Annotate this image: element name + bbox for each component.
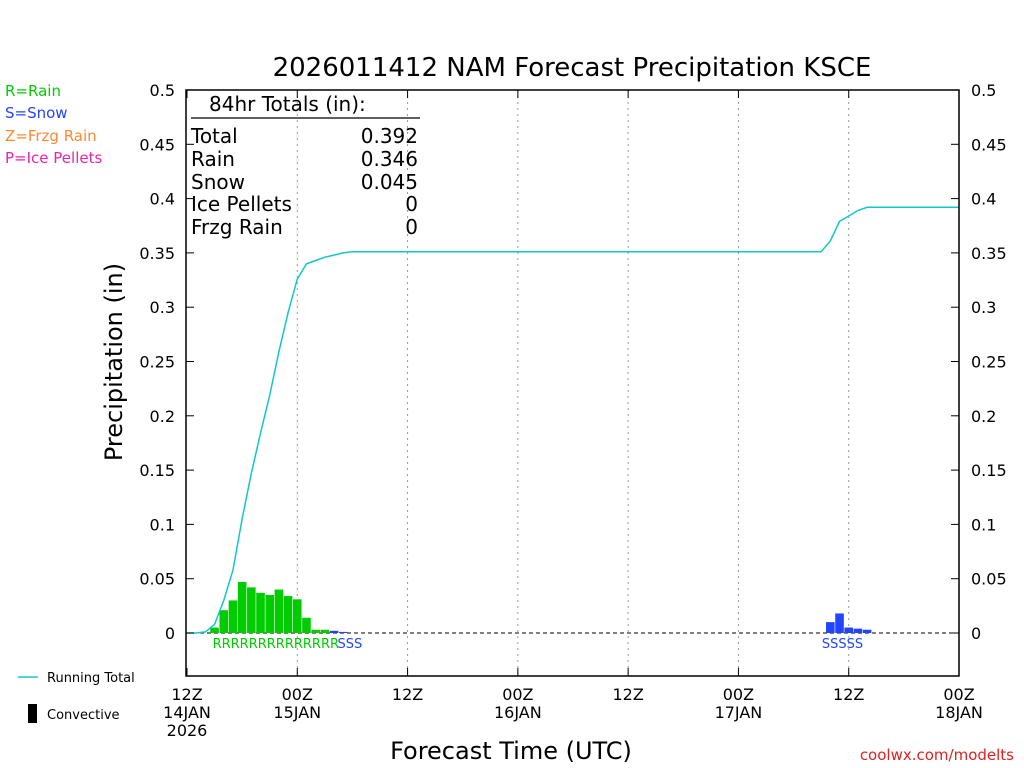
grid-layer — [186, 90, 959, 676]
running-total-legend-label: Running Total — [47, 671, 135, 686]
x-tick-label: 00Z — [502, 685, 533, 704]
precip-bar — [292, 599, 302, 633]
y-tick-label-right: 0.25 — [971, 353, 1007, 372]
x-tick-label: 00Z — [943, 685, 974, 704]
y-tick-label-right: 0.45 — [971, 135, 1007, 154]
y-tick-label-left: 0.3 — [150, 298, 175, 317]
precip-bar — [265, 594, 275, 633]
y-tick-label-left: 0.1 — [150, 515, 175, 534]
ptype-label: SSSSS — [822, 637, 863, 652]
y-tick-label-left: 0.4 — [150, 190, 175, 209]
y-tick-label-right: 0.3 — [971, 298, 996, 317]
precip-bar — [835, 613, 844, 633]
totals-label-total: Total — [190, 124, 238, 148]
y-tick-label-left: 0.15 — [139, 461, 175, 480]
x-tick-label: 16JAN — [494, 703, 542, 722]
y-tick-label-left: 0.05 — [139, 570, 175, 589]
x-tick-label: 14JAN — [163, 703, 211, 722]
totals-heading: 84hr Totals (in): — [209, 92, 366, 116]
y-tick-label-right: 0.5 — [971, 81, 996, 100]
x-tick-label: 17JAN — [715, 703, 763, 722]
totals-value-rain: 0.346 — [361, 147, 418, 171]
precip-bar — [311, 629, 320, 633]
x-tick-label: 12Z — [833, 685, 864, 704]
legend-ice-pellets: P=Ice Pellets — [5, 149, 102, 167]
totals-value-snow: 0.045 — [361, 170, 418, 194]
totals-label-rain: Rain — [191, 147, 235, 171]
precip-bar — [844, 627, 854, 633]
precip-bar — [283, 596, 293, 633]
totals-value-frzg-rain: 0 — [405, 215, 418, 239]
precip-bar — [274, 589, 284, 633]
legend-frzg-rain: Z=Frzg Rain — [5, 127, 97, 145]
precip-bar — [320, 629, 330, 633]
y-tick-label-right: 0.35 — [971, 244, 1007, 263]
line-layer — [187, 206, 959, 634]
totals-label-frzg-rain: Frzg Rain — [191, 215, 283, 239]
ptype-label: RRRRRRRRRRRRRR — [213, 637, 339, 652]
y-tick-label-right: 0.1 — [971, 515, 996, 534]
totals-value-total: 0.392 — [361, 124, 418, 148]
precip-bar — [256, 592, 265, 633]
y-tick-label-right: 0.15 — [971, 461, 1007, 480]
totals-label-ice-pellets: Ice Pellets — [191, 192, 292, 216]
precip-bar — [329, 630, 339, 633]
totals-box: 84hr Totals (in): Total 0.392 Rain 0.346… — [190, 92, 420, 239]
x-tick-label: 12Z — [612, 685, 643, 704]
y-tick-label-left: 0.2 — [150, 407, 175, 426]
chart-title: 2026011412 NAM Forecast Precipitation KS… — [273, 53, 872, 83]
x-tick-label: 00Z — [282, 685, 313, 704]
precip-bar — [853, 628, 863, 633]
precip-bar — [228, 600, 238, 633]
y-tick-label-right: 0 — [971, 624, 981, 643]
precip-bar — [862, 629, 872, 633]
y-tick-label-left: 0.45 — [139, 135, 175, 154]
x-tick-label: 18JAN — [935, 703, 983, 722]
y-tick-label-left: 0.25 — [139, 353, 175, 372]
x-tick-label: 12Z — [171, 685, 202, 704]
x-tick-label: 00Z — [723, 685, 754, 704]
plot-frame — [185, 89, 960, 677]
y-tick-label-left: 0.35 — [139, 244, 175, 263]
totals-label-snow: Snow — [191, 170, 245, 194]
y-axis-label: Precipitation (in) — [100, 263, 128, 461]
legend-snow: S=Snow — [5, 104, 68, 122]
y-tick-label-right: 0.4 — [971, 190, 996, 209]
precip-bar — [247, 587, 256, 633]
y-tick-label-right: 0.2 — [971, 407, 996, 426]
convective-legend-label: Convective — [47, 708, 120, 723]
y-tick-label-left: 0.5 — [150, 81, 175, 100]
precip-bar — [826, 622, 835, 633]
precip-bar — [210, 627, 219, 633]
x-tick-label: 12Z — [392, 685, 423, 704]
legend-rain: R=Rain — [5, 82, 61, 100]
precip-bar — [302, 617, 311, 633]
running-total-line — [187, 206, 959, 634]
precip-bar — [219, 610, 229, 633]
convective-legend-swatch — [28, 704, 37, 723]
y-tick-label-right: 0.05 — [971, 570, 1007, 589]
credit-text: coolwx.com/modelts — [860, 746, 1014, 764]
x-axis-label: Forecast Time (UTC) — [390, 737, 632, 765]
totals-value-ice-pellets: 0 — [405, 192, 418, 216]
x-tick-label: 15JAN — [273, 703, 321, 722]
ptype-label: SSS — [338, 637, 363, 652]
x-tick-label: 2026 — [167, 721, 208, 740]
y-tick-label-left: 0 — [165, 624, 175, 643]
precip-bar — [338, 631, 348, 633]
precip-bar — [237, 581, 247, 633]
